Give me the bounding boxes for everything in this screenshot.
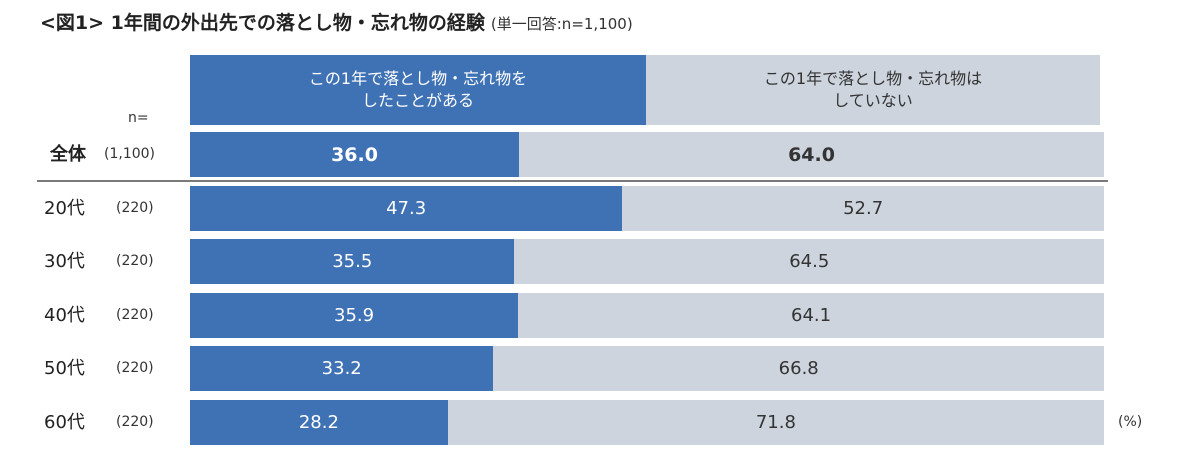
stacked-bar: 35.9 64.1 bbox=[190, 293, 1104, 338]
row-sample-size: (220) bbox=[116, 414, 154, 430]
row-label: 全体 bbox=[50, 144, 86, 165]
row-sample-size: (220) bbox=[116, 307, 154, 323]
chart-title: <図1> 1年間の外出先での落とし物・忘れ物の経験 (単一回答:n=1,100) bbox=[40, 8, 633, 35]
legend-header-no: この1年で落とし物・忘れ物は していない bbox=[646, 55, 1100, 125]
row-sample-size: (220) bbox=[116, 200, 154, 216]
bar-segment-yes: 35.9 bbox=[190, 293, 519, 338]
total-separator bbox=[37, 180, 1108, 182]
row-sample-size: (220) bbox=[116, 253, 154, 269]
stacked-bar: 35.5 64.5 bbox=[190, 239, 1104, 284]
bar-segment-yes: 35.5 bbox=[190, 239, 515, 284]
chart-row: 20代 (220) 47.3 52.7 bbox=[0, 186, 1200, 231]
bar-segment-yes: 47.3 bbox=[190, 186, 623, 231]
bar-segment-no: 64.0 bbox=[519, 132, 1104, 177]
bar-segment-yes: 36.0 bbox=[190, 132, 520, 177]
stacked-bar: 33.2 66.8 bbox=[190, 346, 1104, 391]
chart-row-total: 全体 (1,100) 36.0 64.0 bbox=[0, 132, 1200, 177]
legend-header-yes: この1年で落とし物・忘れ物を したことがある bbox=[190, 55, 646, 125]
stacked-bar: 28.2 71.8 bbox=[190, 400, 1104, 445]
chart-title-main: <図1> 1年間の外出先での落とし物・忘れ物の経験 bbox=[40, 12, 485, 34]
bar-segment-no: 66.8 bbox=[493, 346, 1104, 391]
row-label: 20代 bbox=[44, 198, 85, 219]
bar-segment-yes: 28.2 bbox=[190, 400, 448, 445]
row-label: 30代 bbox=[44, 251, 85, 272]
chart-row: 30代 (220) 35.5 64.5 bbox=[0, 239, 1200, 284]
bar-segment-no: 64.5 bbox=[514, 239, 1104, 284]
unit-label: (%) bbox=[1118, 414, 1143, 430]
n-header: n= bbox=[128, 110, 149, 126]
chart-row: 40代 (220) 35.9 64.1 bbox=[0, 293, 1200, 338]
row-sample-size: (1,100) bbox=[104, 146, 156, 162]
stacked-bar: 36.0 64.0 bbox=[190, 132, 1104, 177]
bar-segment-no: 52.7 bbox=[622, 186, 1104, 231]
chart-row: 60代 (220) 28.2 71.8 bbox=[0, 400, 1200, 445]
bar-segment-no: 64.1 bbox=[518, 293, 1104, 338]
bar-segment-no: 71.8 bbox=[447, 400, 1104, 445]
row-label: 50代 bbox=[44, 358, 85, 379]
chart-row: 50代 (220) 33.2 66.8 bbox=[0, 346, 1200, 391]
row-label: 60代 bbox=[44, 412, 85, 433]
bar-segment-yes: 33.2 bbox=[190, 346, 494, 391]
row-sample-size: (220) bbox=[116, 360, 154, 376]
row-label: 40代 bbox=[44, 305, 85, 326]
chart-title-sub: (単一回答:n=1,100) bbox=[490, 15, 633, 33]
stacked-bar: 47.3 52.7 bbox=[190, 186, 1104, 231]
